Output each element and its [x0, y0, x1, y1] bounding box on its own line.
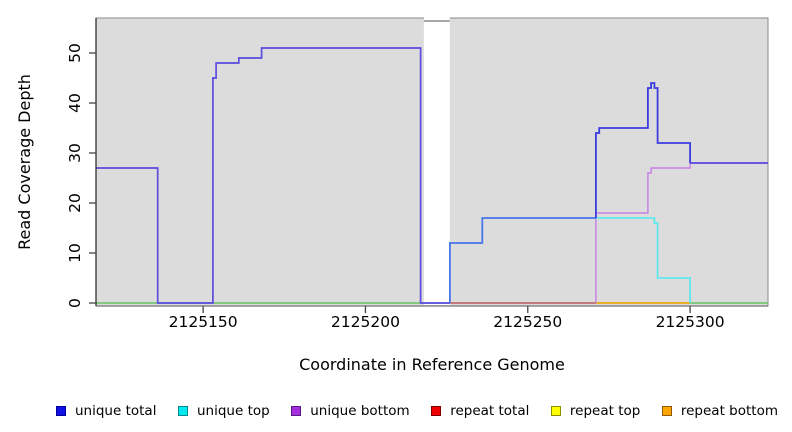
legend-item-unique-top: unique top [178, 403, 270, 419]
legend-label: unique top [197, 403, 270, 419]
legend: unique total unique top unique bottom repea… [0, 396, 792, 426]
legend-swatch-icon [431, 406, 442, 416]
y-tick-label-1: 10 [66, 243, 84, 263]
x-tick-label-2: 2125250 [493, 313, 562, 331]
legend-label: unique bottom [310, 403, 410, 419]
legend-swatch-icon [661, 406, 672, 416]
y-axis-title: Read Coverage Depth [15, 74, 34, 250]
series-unique-bottom [595, 162, 768, 303]
legend-swatch-icon [178, 406, 188, 416]
coverage-plot-svg: 2125150 2125200 2125250 2125300 0 10 20 30 40 50 C… [15, 12, 769, 374]
x-tick-label-3: 2125300 [656, 313, 725, 331]
series-unique-total-left [96, 47, 450, 304]
y-tick-label-3: 30 [66, 143, 84, 163]
y-tick-label-5: 50 [66, 43, 84, 63]
x-tick-label-1: 2125200 [331, 313, 400, 331]
series-unique-total-mid [448, 217, 596, 303]
legend-label: repeat bottom [680, 403, 778, 419]
y-tick-label-4: 40 [66, 93, 84, 113]
x-axis-title: Coordinate in Reference Genome [299, 355, 565, 374]
no-data-gap [423, 12, 450, 305]
chart-area: 2125150 2125200 2125250 2125300 0 10 20 30 40 50 C… [15, 12, 769, 374]
legend-item-repeat-total: repeat total [431, 403, 529, 419]
y-tick-label-2: 20 [66, 193, 84, 213]
y-tick-label-0: 0 [66, 298, 84, 308]
legend-label: unique total [75, 403, 157, 419]
legend-item-unique-total: unique total [56, 403, 156, 419]
legend-label: repeat total [450, 403, 530, 419]
series-unique-total-high [595, 82, 691, 218]
legend-label: repeat top [569, 403, 641, 419]
legend-item-repeat-top: repeat top [550, 403, 641, 419]
legend-swatch-icon [56, 406, 66, 416]
legend-item-unique-bottom: unique bottom [291, 403, 410, 419]
legend-swatch-icon [291, 406, 302, 416]
legend-swatch-icon [550, 406, 561, 416]
series-unique-top [595, 217, 691, 303]
legend-item-repeat-bottom: repeat bottom [661, 403, 778, 419]
x-tick-label-0: 2125150 [169, 313, 238, 331]
